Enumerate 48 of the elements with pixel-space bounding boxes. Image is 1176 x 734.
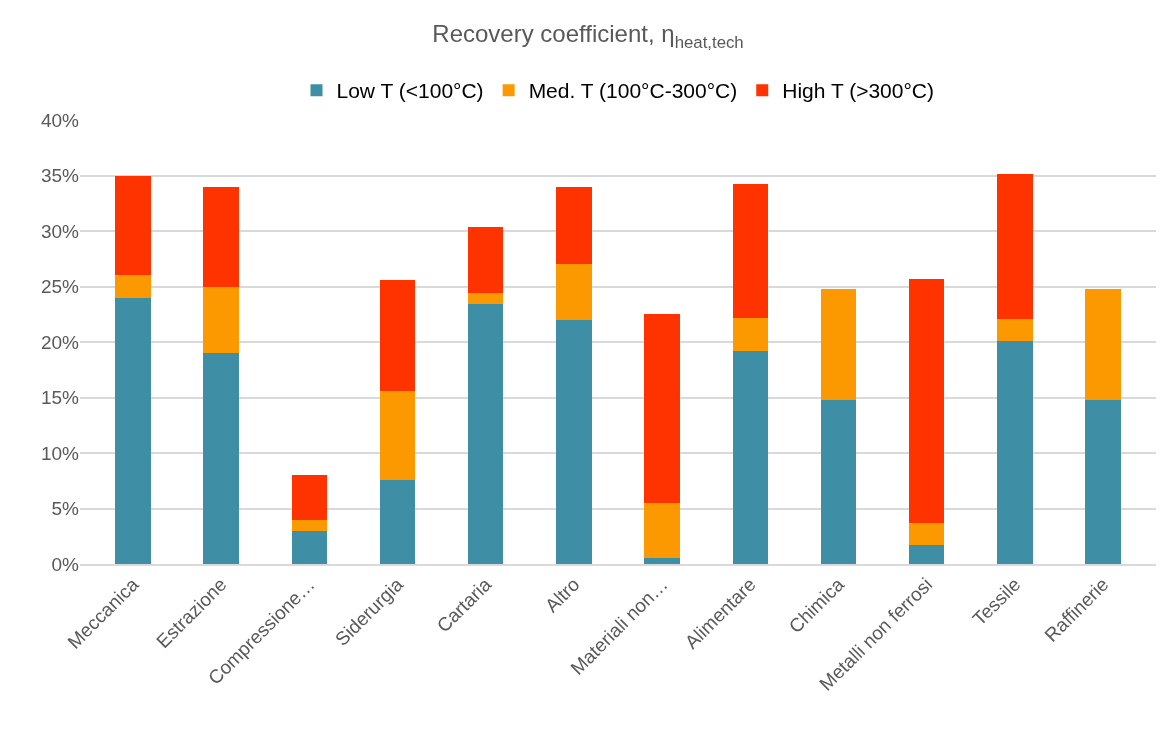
bar <box>556 319 592 564</box>
bar <box>556 264 592 320</box>
bar <box>820 399 857 564</box>
bar <box>468 293 504 305</box>
bar <box>997 318 1033 341</box>
bar <box>644 314 680 503</box>
bar <box>997 174 1033 319</box>
bar <box>556 186 592 265</box>
bar <box>732 350 768 564</box>
y-tick-label: 25% <box>40 276 80 298</box>
bar <box>468 226 504 294</box>
bar <box>644 558 680 564</box>
bar <box>203 186 239 287</box>
bar <box>291 530 327 564</box>
bar <box>644 502 680 559</box>
legend-label: Low T (<100°C) <box>336 79 484 103</box>
y-tick-label: 30% <box>40 220 80 242</box>
y-tick-label: 5% <box>51 498 80 520</box>
y-tick-label: 40% <box>40 109 80 131</box>
bar <box>203 353 239 564</box>
legend-label: High T (>300°C) <box>782 79 935 103</box>
bar <box>909 522 945 546</box>
bar <box>379 479 416 564</box>
bar <box>291 475 327 520</box>
bar <box>997 340 1033 564</box>
legend-label: Med. T (100°C-300°C) <box>528 79 738 103</box>
chart-title: Recovery coefficient, η$_{heat,tech}$ <box>432 20 744 52</box>
y-tick-label: 20% <box>40 331 80 353</box>
bar <box>909 545 945 564</box>
bar <box>732 184 768 318</box>
y-tick-label: 15% <box>40 387 80 409</box>
y-tick-label: 0% <box>51 553 80 575</box>
bar <box>468 304 504 564</box>
bar <box>820 288 857 400</box>
bar <box>115 275 151 298</box>
x-tick-label: Altro <box>540 573 584 617</box>
bar <box>1085 399 1121 564</box>
bar <box>379 279 416 391</box>
bar <box>115 175 151 276</box>
bar <box>909 278 945 523</box>
bar <box>1085 288 1121 400</box>
bar <box>291 519 327 531</box>
bar <box>203 286 239 354</box>
bar <box>379 390 416 480</box>
bar <box>115 297 151 564</box>
y-tick-label: 35% <box>40 165 80 187</box>
y-tick-label: 10% <box>40 442 80 464</box>
bar <box>732 317 768 351</box>
